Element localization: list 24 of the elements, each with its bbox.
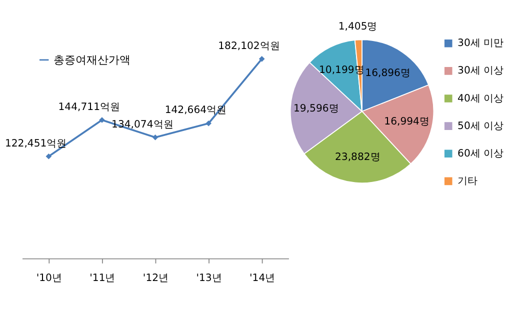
legend-label: 40세 이상 (458, 93, 504, 104)
data-label: 144,711억원 (58, 102, 120, 113)
x-tick-label: '10년 (36, 272, 62, 284)
point (152, 134, 158, 140)
x-tick-label: '14년 (249, 272, 276, 284)
data-label: 122,451억원 (4, 138, 67, 150)
legend-label: 50세 이상 (458, 120, 504, 132)
point (206, 120, 212, 126)
legend-label: 60세 이상 (458, 148, 504, 160)
point (46, 153, 52, 160)
point (258, 56, 265, 62)
data-label: 16,896명 (365, 68, 410, 80)
x-tick-label: '12년 (142, 272, 169, 284)
data-label: 1,405명 (338, 22, 378, 33)
legend-label: 총증여재산가액 (53, 54, 130, 67)
x-tick-label: '11년 (90, 272, 116, 284)
data-label: 182,102억원 (218, 40, 280, 52)
data-label: 19,596명 (293, 103, 339, 114)
data-label: 23,882명 (334, 152, 380, 163)
x-tick-label: '13년 (196, 272, 222, 284)
legend-label: 30세 미만 (458, 38, 504, 50)
legend-label: 기타 (458, 176, 478, 187)
legend-label: 30세 이상 (458, 66, 504, 77)
data-label: 16,994명 (384, 116, 430, 128)
